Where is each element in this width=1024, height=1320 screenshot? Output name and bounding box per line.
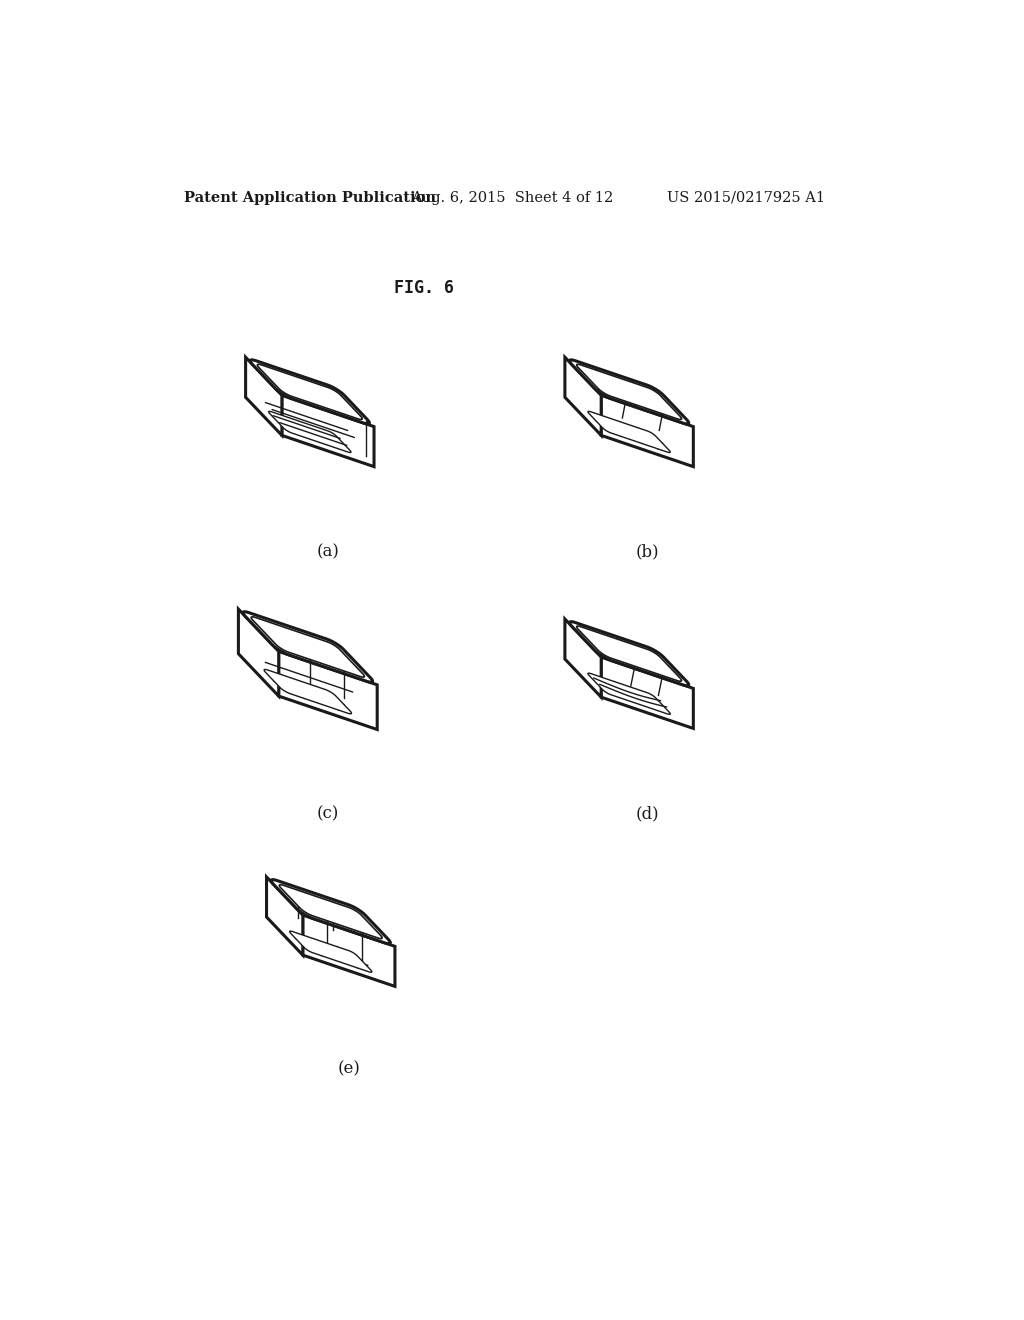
Text: (a): (a) xyxy=(316,544,339,561)
Polygon shape xyxy=(243,611,373,682)
Polygon shape xyxy=(250,400,370,465)
Polygon shape xyxy=(264,669,351,714)
Polygon shape xyxy=(569,661,689,726)
Polygon shape xyxy=(588,673,671,714)
Text: Patent Application Publication: Patent Application Publication xyxy=(183,191,436,205)
Polygon shape xyxy=(577,626,682,681)
Polygon shape xyxy=(271,920,390,983)
Polygon shape xyxy=(280,884,382,939)
Polygon shape xyxy=(601,395,693,467)
Polygon shape xyxy=(266,876,303,956)
Polygon shape xyxy=(271,879,390,944)
Polygon shape xyxy=(268,412,351,453)
Polygon shape xyxy=(257,364,362,420)
Polygon shape xyxy=(282,395,374,467)
Polygon shape xyxy=(569,400,689,465)
Text: (d): (d) xyxy=(636,805,659,822)
Polygon shape xyxy=(303,915,395,986)
Text: US 2015/0217925 A1: US 2015/0217925 A1 xyxy=(667,191,824,205)
Polygon shape xyxy=(243,656,373,727)
Polygon shape xyxy=(279,652,377,730)
Polygon shape xyxy=(569,622,689,686)
Polygon shape xyxy=(565,358,601,436)
Polygon shape xyxy=(239,609,279,696)
Polygon shape xyxy=(246,358,282,436)
Text: (e): (e) xyxy=(338,1061,360,1078)
Text: (c): (c) xyxy=(316,805,339,822)
Polygon shape xyxy=(565,619,601,697)
Polygon shape xyxy=(569,360,689,424)
Polygon shape xyxy=(577,364,682,420)
Text: (b): (b) xyxy=(636,544,659,561)
Polygon shape xyxy=(601,657,693,729)
Polygon shape xyxy=(588,412,671,453)
Polygon shape xyxy=(565,358,657,429)
Polygon shape xyxy=(251,616,365,677)
Polygon shape xyxy=(250,360,370,424)
Text: Aug. 6, 2015  Sheet 4 of 12: Aug. 6, 2015 Sheet 4 of 12 xyxy=(411,191,613,205)
Polygon shape xyxy=(290,931,372,973)
Text: FIG. 6: FIG. 6 xyxy=(394,280,454,297)
